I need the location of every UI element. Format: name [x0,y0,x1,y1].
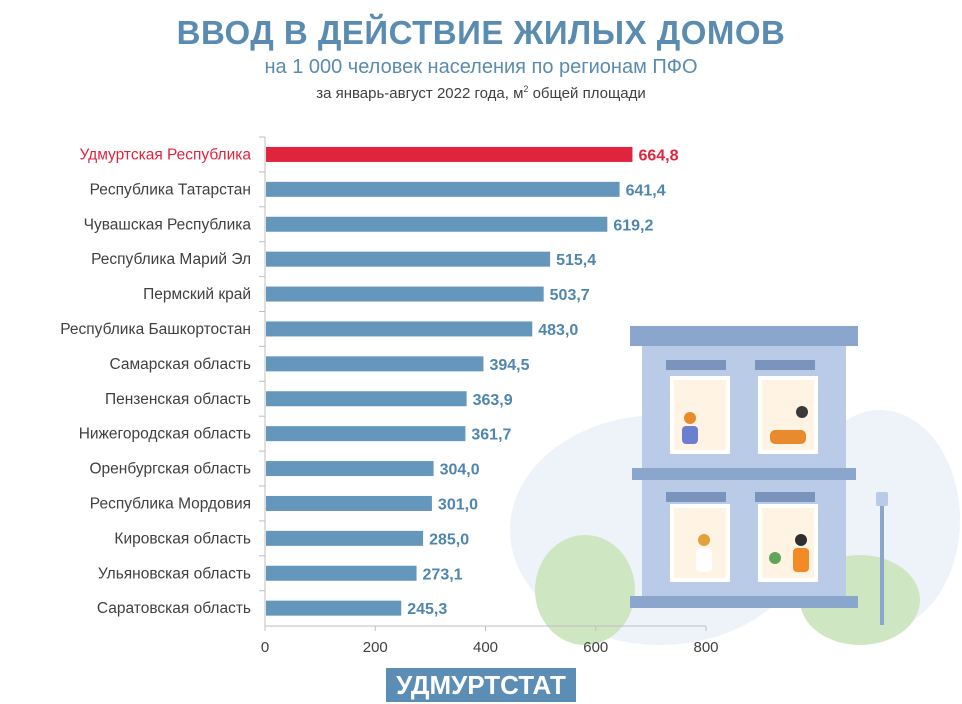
x-tick-label: 400 [473,639,498,656]
category-label: Оренбургская область [90,461,252,478]
x-tick-label: 800 [693,639,718,656]
x-tick-label: 0 [261,639,269,656]
chart-subtitle: на 1 000 человек населения по регионам П… [264,56,698,78]
window-blind [666,360,726,370]
value-label: 304,0 [440,462,480,479]
category-label: Республика Татарстан [90,181,251,198]
bar [266,216,608,232]
category-label: Саратовская область [97,600,251,617]
house-illustration [510,326,960,645]
category-label: Республика Марий Эл [91,251,251,268]
category-label: Удмуртская Республика [80,146,252,163]
subtitle-units-sup: 2 [523,84,529,94]
chart-title: ВВОД В ДЕЙСТВИЕ ЖИЛЫХ ДОМОВ [176,14,786,51]
bar [266,565,417,581]
value-label: 515,4 [556,252,596,269]
bar [266,146,633,162]
x-tick-label: 200 [363,639,388,656]
category-label: Кировская область [114,530,251,547]
bar [266,181,620,197]
value-label: 301,0 [438,496,478,513]
value-label: 664,8 [638,147,678,164]
person-icon [696,548,712,572]
value-label: 503,7 [550,287,590,304]
bar [266,251,551,267]
value-label: 394,5 [489,357,529,374]
person-icon [682,426,698,444]
bar [266,530,424,546]
window-blind [666,492,726,502]
floor-divider [632,468,856,480]
bar [266,600,402,616]
bar [266,426,466,442]
value-label: 361,7 [471,427,511,444]
bar [266,391,467,407]
armchair-icon [770,430,806,444]
roof [630,326,858,346]
value-label: 273,1 [423,566,463,583]
category-label: Пензенская область [105,391,251,408]
street-lamp-icon [880,505,884,625]
bar [266,356,484,372]
value-label: 285,0 [429,531,469,548]
person-icon [796,406,808,418]
value-label: 363,9 [473,392,513,409]
brand-label: УДМУРТСТАТ [386,668,576,702]
x-tick-label: 600 [583,639,608,656]
person-icon [684,412,696,424]
value-label: 245,3 [407,601,447,618]
category-label: Пермский край [143,286,251,303]
category-label: Ульяновская область [98,565,251,582]
category-label: Самарская область [110,356,251,373]
bars-group: Удмуртская Республика 664,8 Республика Тат… [60,136,679,618]
category-label: Чувашская Республика [84,216,252,233]
x-axis: 0 200 400 600 800 [261,625,719,656]
bar [266,495,432,511]
window-blind [755,360,815,370]
window-blind [755,492,815,502]
person-icon [698,534,710,546]
plant-icon [769,552,781,564]
person-icon [795,534,807,546]
bar [266,321,533,337]
subtitle-units-suffix: общей площади [528,85,646,102]
category-label: Республика Башкортостан [60,321,251,338]
category-label: Нижегородская область [79,426,251,443]
bar [266,286,544,302]
window [670,376,730,454]
subtitle-units-prefix: за январь-август 2022 года, м [316,85,524,102]
category-label: Республика Мордовия [90,495,251,512]
person-icon [793,548,809,572]
value-label: 483,0 [538,322,578,339]
chart-subtitle-units: за январь-август 2022 года, м2 общей пло… [0,84,962,102]
bar [266,461,434,477]
value-label: 619,2 [613,217,653,234]
street-lamp-icon [876,492,888,506]
building-base [630,596,858,608]
value-label: 641,4 [626,182,666,199]
bush-left [535,535,635,645]
